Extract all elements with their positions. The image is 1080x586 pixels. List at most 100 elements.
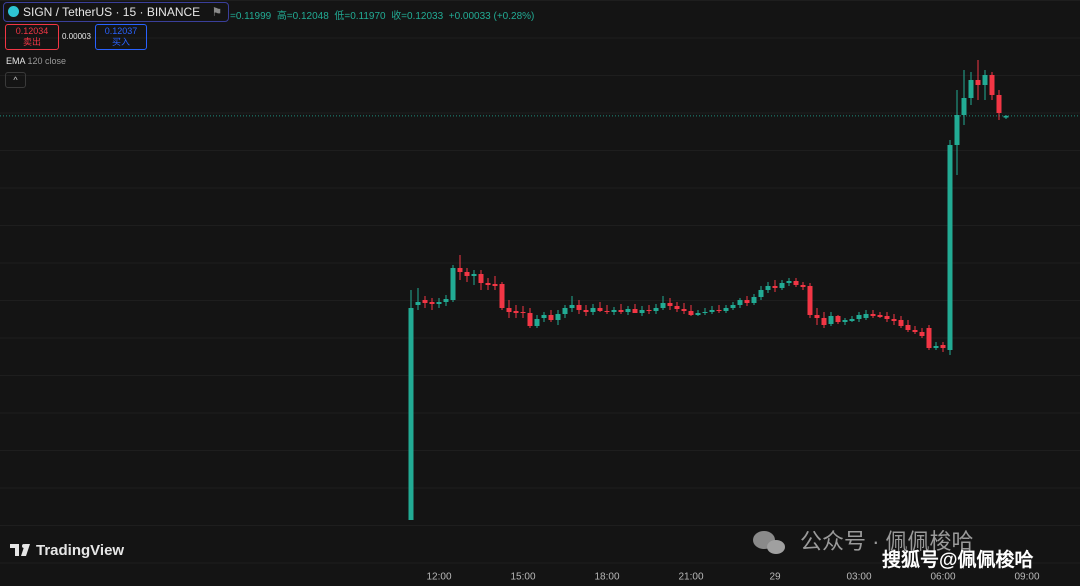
- x-tick-label: 18:00: [594, 572, 619, 583]
- symbol-box[interactable]: SIGN / TetherUS · 15 · BINANCE ⚑: [3, 2, 230, 22]
- symbol-icon: [8, 6, 19, 17]
- candle-body: [730, 305, 736, 308]
- candle-body: [779, 283, 785, 288]
- candle-body: [464, 272, 470, 276]
- candle-body: [499, 284, 505, 308]
- candle-body: [660, 303, 666, 308]
- candle-body: [485, 283, 491, 285]
- candle-body: [737, 300, 743, 305]
- flag-icon[interactable]: ⚑: [211, 5, 223, 19]
- spread: 0.00003: [62, 32, 91, 41]
- candle-body: [625, 309, 631, 312]
- brand: TradingView: [36, 542, 124, 559]
- candle-body: [793, 281, 799, 285]
- candle-body: [751, 297, 757, 303]
- candle-body: [646, 310, 652, 311]
- indicator-params: 120 close: [27, 56, 67, 66]
- buy-button[interactable]: 0.12037 买入: [95, 24, 147, 50]
- candle-body: [492, 284, 498, 286]
- candle-body: [723, 308, 729, 311]
- candle-body: [828, 316, 834, 324]
- candle-body: [618, 310, 624, 312]
- candle-body: [478, 274, 484, 283]
- candle-body: [695, 313, 701, 315]
- close-value: 收=0.12033: [391, 11, 444, 22]
- background-grid: [0, 0, 1080, 568]
- candle-body: [429, 302, 435, 304]
- candle-body: [961, 98, 967, 115]
- candle-body: [443, 299, 449, 302]
- candle-body: [807, 286, 813, 315]
- candle-body: [422, 300, 428, 303]
- candle-body: [898, 320, 904, 326]
- candle-body: [835, 316, 841, 322]
- candle-body: [639, 310, 645, 313]
- candle-body: [667, 303, 673, 306]
- x-tick-label: 03:00: [846, 572, 871, 583]
- candle-body: [912, 330, 918, 332]
- candle-body: [800, 285, 806, 287]
- candle-body: [457, 268, 463, 272]
- buy-price: 0.12037: [104, 26, 138, 36]
- x-tick-label: 29: [769, 572, 781, 583]
- candle-body: [590, 308, 596, 312]
- candle-body: [436, 302, 442, 304]
- symbol-title: SIGN / TetherUS · 15 · BINANCE: [23, 5, 201, 19]
- candle-body: [611, 310, 617, 312]
- watermark: 公众号 · 佩佩梭哈: [800, 529, 974, 554]
- x-tick-label: 15:00: [510, 572, 535, 583]
- candle-body: [954, 115, 960, 145]
- candle-body: [905, 325, 911, 330]
- candle-body: [471, 274, 477, 276]
- x-tick-label: 09:00: [1014, 572, 1039, 583]
- buy-label: 买入: [111, 37, 130, 47]
- candle-body: [982, 75, 988, 85]
- low-value: 低=0.11970: [334, 11, 386, 22]
- candle-body: [814, 315, 820, 318]
- candle-body: [674, 306, 680, 309]
- candle-body: [450, 268, 456, 300]
- candle-body: [947, 145, 953, 350]
- candle-body: [877, 315, 883, 317]
- source-tag: 搜狐号@佩佩梭哈: [882, 548, 1034, 571]
- high-value: 高=0.12048: [276, 11, 329, 22]
- candle-body: [933, 346, 939, 348]
- candle-body: [786, 281, 792, 283]
- candle-body: [884, 316, 890, 319]
- candle-body: [1003, 115, 1009, 118]
- candle-body: [772, 286, 778, 288]
- candle-body: [653, 308, 659, 311]
- candle-body: [576, 305, 582, 310]
- candle-body: [604, 311, 610, 312]
- candle-body: [681, 309, 687, 311]
- candle-body: [632, 309, 638, 313]
- candle-body: [569, 305, 575, 308]
- sell-price: 0.12034: [15, 26, 49, 36]
- sell-label: 卖出: [22, 37, 41, 47]
- candle-body: [891, 319, 897, 321]
- x-axis: 12:00 15:00 18:00 21:00 29 03:00 06:00 09:00: [426, 572, 1039, 583]
- candle-body: [520, 312, 526, 313]
- x-tick-label: 21:00: [678, 572, 703, 583]
- indicator-name: EMA: [6, 56, 26, 66]
- x-tick-label: 06:00: [930, 572, 955, 583]
- candle-body: [919, 332, 925, 336]
- candle-body: [408, 308, 414, 520]
- wechat-icon: [753, 531, 785, 554]
- candle-body: [702, 312, 708, 313]
- candle-body: [821, 318, 827, 325]
- candle-body: [849, 319, 855, 321]
- candles: [0, 60, 1080, 520]
- candle-body: [940, 345, 946, 348]
- candle-body: [513, 311, 519, 313]
- indicator-legend: EMA 120 close: [6, 56, 66, 66]
- candle-body: [541, 315, 547, 318]
- candle-body: [506, 308, 512, 312]
- candle-body: [716, 310, 722, 311]
- candle-body: [989, 75, 995, 95]
- sell-button[interactable]: 0.12034 卖出: [5, 24, 59, 50]
- collapse-button[interactable]: ^: [5, 72, 26, 88]
- candle-body: [583, 310, 589, 312]
